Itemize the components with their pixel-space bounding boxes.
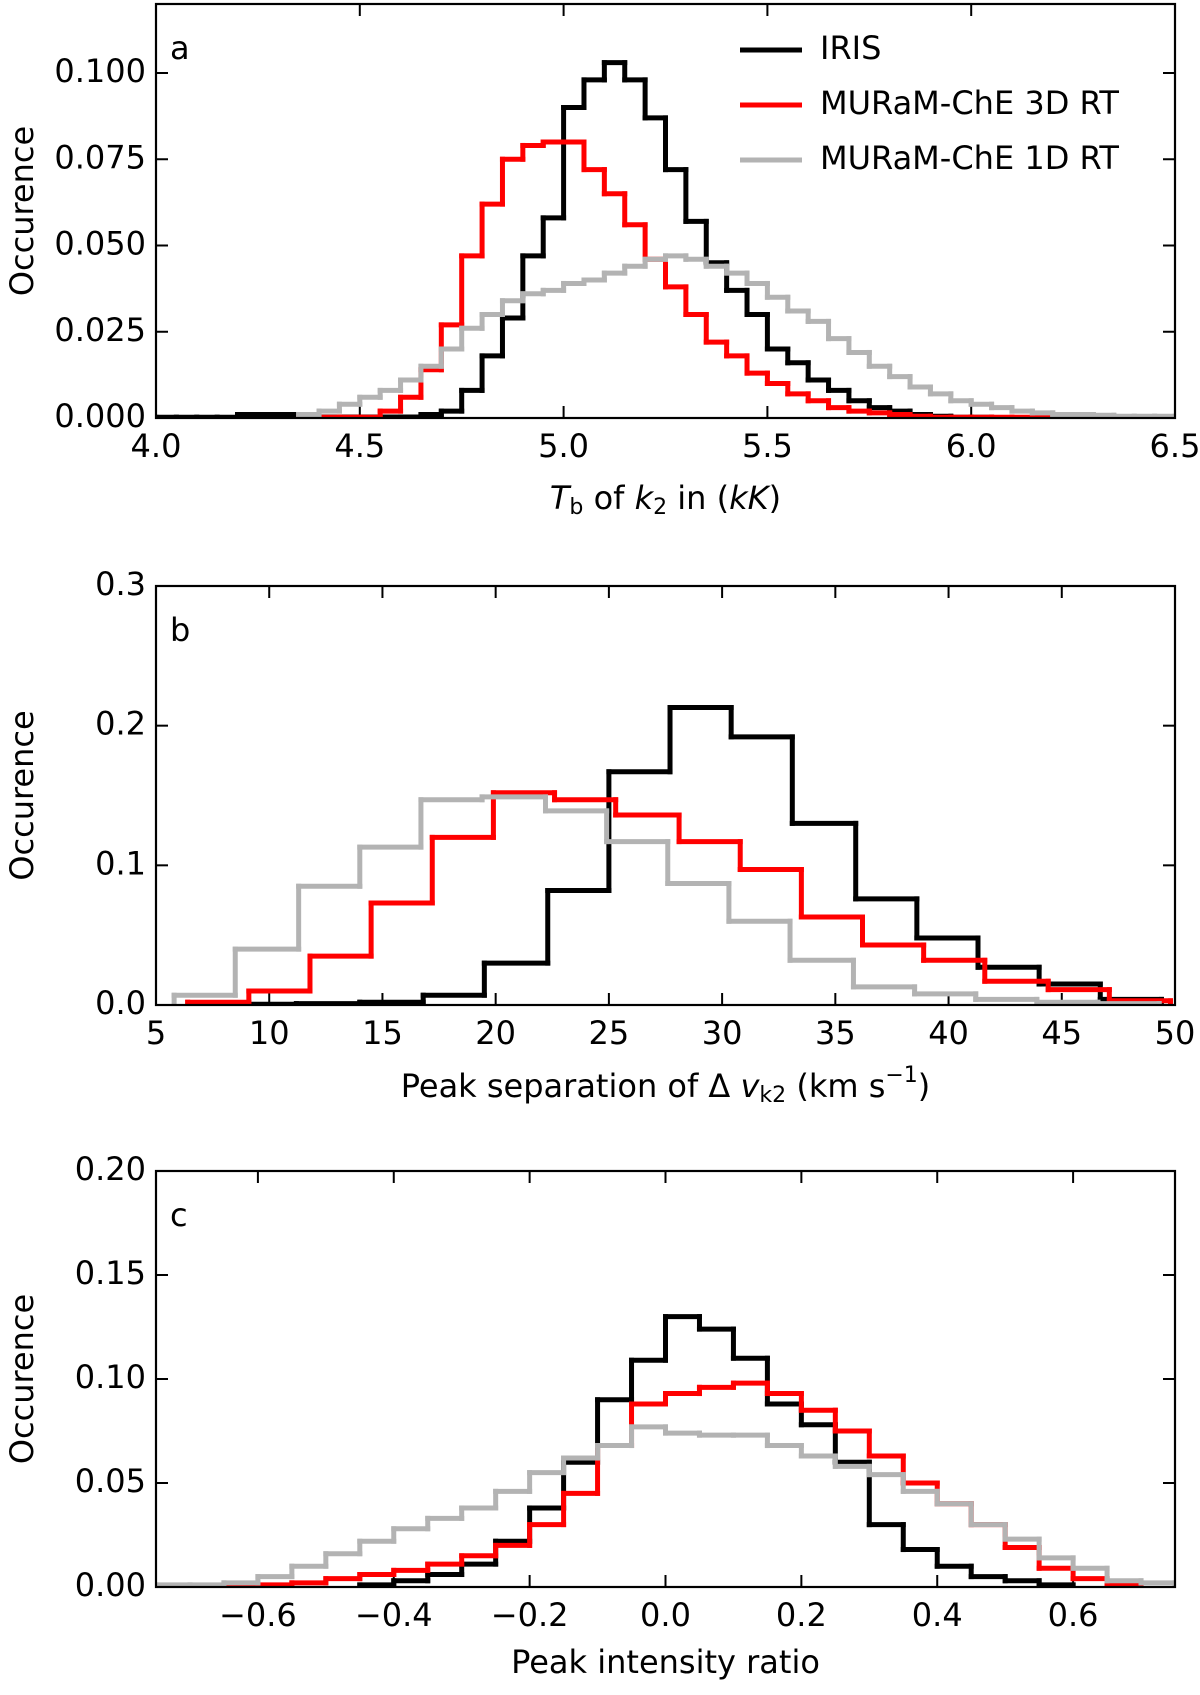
x-tick-label: 4.5: [334, 427, 385, 465]
y-tick-label: 0.025: [54, 311, 146, 349]
legend-label: IRIS: [820, 29, 881, 67]
x-tick-label: 6.5: [1150, 427, 1200, 465]
y-tick-label: 0.05: [75, 1462, 146, 1500]
x-tick-label: 6.0: [946, 427, 997, 465]
x-axis-label-part: Peak intensity ratio: [511, 1643, 820, 1681]
y-tick-label: 0.1: [95, 844, 146, 882]
x-tick-label: 0.0: [640, 1596, 691, 1634]
y-axis-label: Occurence: [3, 1294, 41, 1464]
y-tick-label: 0.00: [75, 1566, 146, 1604]
x-axis-label: Peak separation of Δ vk2​ (km s−1​): [401, 1063, 931, 1108]
x-tick-label: 45: [1041, 1014, 1082, 1052]
y-tick-label: 0.100: [54, 52, 146, 90]
x-axis-label-part: k2: [759, 1083, 786, 1108]
x-axis-label-part: T: [550, 479, 572, 517]
panel-label: c: [170, 1196, 188, 1234]
plot-frame: [154, 584, 1177, 1007]
x-tick-label: 50: [1155, 1014, 1196, 1052]
x-tick-label: −0.6: [219, 1596, 297, 1634]
x-tick-label: 0.4: [912, 1596, 963, 1634]
panel: 5 10 15 20 25 30 35 40 45 50 0.0 0.1 0.2 0.3 b Occurenc…: [3, 565, 1195, 1108]
x-axis-label-part: in (: [667, 479, 729, 517]
x-axis-label-part: Peak separation of Δ: [401, 1067, 741, 1105]
y-tick-label: 0.20: [75, 1150, 146, 1188]
series-group: [171, 705, 1173, 1005]
x-tick-label: 10: [249, 1014, 290, 1052]
y-axis-label: Occurence: [3, 710, 41, 880]
y-tick-label: 0.000: [54, 397, 146, 435]
x-axis-label-part: v: [740, 1067, 760, 1105]
x-tick-label: 0.6: [1048, 1596, 1099, 1634]
x-tick-label: 20: [475, 1014, 516, 1052]
x-axis-label-part: b: [569, 495, 583, 520]
panel-label: b: [170, 611, 190, 649]
x-axis-label-part: −1: [885, 1063, 917, 1088]
x-tick-label: 5.5: [742, 427, 793, 465]
x-tick-label: 5: [146, 1014, 166, 1052]
x-tick-label: 15: [362, 1014, 403, 1052]
x-axis-label-part: of: [583, 479, 634, 517]
x-tick-label: 35: [815, 1014, 856, 1052]
x-axis-label-part: k: [635, 479, 655, 517]
panel: −0.6 −0.4 −0.2 0.0 0.2 0.4 0.6 0.00 0.05 0.10 0.15…: [3, 1150, 1177, 1681]
y-tick-label: 0.15: [75, 1254, 146, 1292]
x-axis-label-part: (km s: [786, 1067, 885, 1105]
legend-label: MURaM-ChE 1D RT: [820, 139, 1119, 177]
y-axis-label: Occurence: [3, 126, 41, 296]
x-tick-label: 30: [702, 1014, 743, 1052]
panel-label: a: [170, 29, 190, 67]
y-tick-label: 0.050: [54, 225, 146, 263]
x-axis-label-part: ): [918, 1067, 930, 1105]
x-tick-label: 5.0: [538, 427, 589, 465]
series-group: [156, 60, 1175, 418]
y-tick-label: 0.10: [75, 1358, 146, 1396]
legend-label: MURaM-ChE 3D RT: [820, 84, 1119, 122]
x-axis-label-part: ): [769, 479, 781, 517]
plot-frame: [154, 2, 1177, 420]
panel: 4.0 4.5 5.0 5.5 6.0 6.5 0.000 0.025 0.050 0.075 0.…: [3, 2, 1200, 520]
x-tick-label: −0.2: [491, 1596, 569, 1634]
x-axis-label: Peak intensity ratio: [511, 1643, 820, 1681]
x-axis-label-part: kK: [729, 479, 772, 517]
x-tick-label: 0.2: [776, 1596, 827, 1634]
y-tick-label: 0.3: [95, 565, 146, 603]
x-tick-label: −0.4: [355, 1596, 433, 1634]
y-tick-label: 0.2: [95, 705, 146, 743]
y-tick-label: 0.075: [54, 138, 146, 176]
x-axis-label-part: 2: [653, 495, 667, 520]
series-group: [156, 1314, 1175, 1587]
plot-frame: [154, 1169, 1177, 1589]
x-tick-label: 40: [928, 1014, 969, 1052]
x-tick-label: 4.0: [131, 427, 182, 465]
y-tick-label: 0.0: [95, 984, 146, 1022]
x-tick-label: 25: [589, 1014, 630, 1052]
x-axis-label: Tb​ of k2​ in (kK): [550, 479, 781, 520]
